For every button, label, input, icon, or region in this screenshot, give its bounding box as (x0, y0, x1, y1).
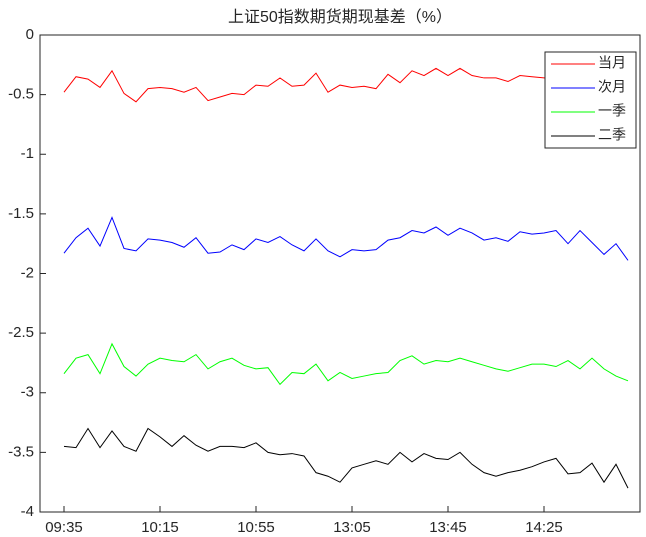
series-line (63, 427, 629, 489)
y-tick-label: -0.5 (8, 86, 34, 103)
x-tick-label: 10:55 (237, 519, 275, 536)
x-tick-label: 14:25 (525, 519, 563, 536)
y-tick-label: -2.5 (8, 324, 34, 341)
legend-label: 二季 (598, 127, 626, 143)
legend-box (544, 51, 637, 149)
x-tick-label: 10:15 (141, 519, 179, 536)
x-tick-label: 13:45 (429, 519, 467, 536)
series-line (63, 216, 629, 261)
series-line (63, 67, 629, 103)
y-tick-label: -2 (21, 264, 34, 281)
legend-label: 次月 (598, 79, 626, 95)
y-tick-label: -3 (21, 384, 34, 401)
y-tick-label: -4 (21, 503, 34, 520)
plot-area (39, 34, 641, 513)
legend-label: 当月 (598, 55, 626, 71)
y-tick-label: -1 (21, 145, 34, 162)
legend-label: 一季 (598, 103, 626, 119)
y-tick-label: -1.5 (8, 205, 34, 222)
y-tick-label: -3.5 (8, 443, 34, 460)
x-tick-label: 09:35 (45, 519, 83, 536)
series-line (63, 342, 629, 386)
y-tick-label: 0 (26, 26, 34, 43)
x-tick-label: 13:05 (333, 519, 371, 536)
chart-title: 上证50指数期货期现基差（%） (228, 8, 452, 26)
